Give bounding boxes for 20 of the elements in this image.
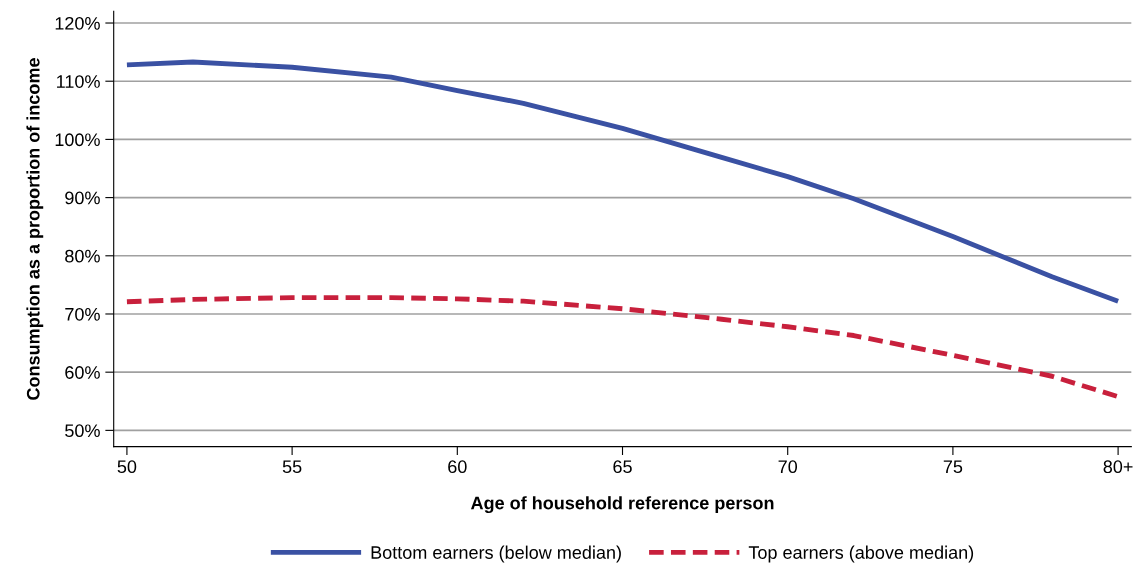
legend-label: Bottom earners (below median) (371, 545, 621, 563)
y-tick-label: 60% (65, 366, 100, 379)
x-tick-label: 70 (778, 460, 798, 474)
x-tick-label: 65 (613, 460, 632, 474)
y-tick-label: 50% (65, 424, 100, 438)
y-tick-label: 70% (65, 307, 100, 321)
y-tick-label: 90% (65, 191, 100, 205)
y-tick-label: 100% (55, 133, 100, 147)
x-tick-label: 80+ (1103, 460, 1133, 474)
y-tick-label: 120% (55, 16, 100, 30)
x-tick-label: 75 (943, 460, 963, 474)
x-axis-title: Age of household reference person (470, 496, 774, 514)
y-tick-label: 80% (65, 249, 100, 263)
legend-label: Top earners (above median) (748, 545, 974, 563)
y-axis-title: Consumption as a proportion of income (26, 58, 44, 400)
x-tick-label: 55 (282, 460, 302, 474)
line-series (124, 59, 1121, 304)
x-tick-label: 60 (448, 460, 467, 474)
x-tick-label: 50 (117, 460, 137, 474)
y-tick-label: 110% (57, 75, 100, 88)
